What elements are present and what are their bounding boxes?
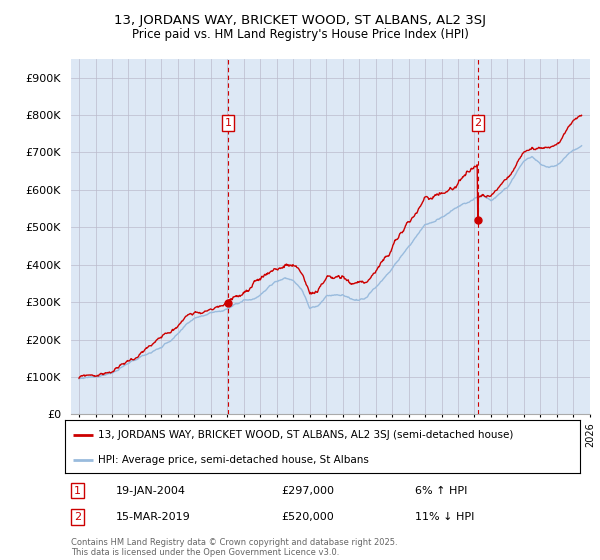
- Text: 11% ↓ HPI: 11% ↓ HPI: [415, 512, 474, 522]
- Text: 2: 2: [74, 512, 81, 522]
- Text: 13, JORDANS WAY, BRICKET WOOD, ST ALBANS, AL2 3SJ (semi-detached house): 13, JORDANS WAY, BRICKET WOOD, ST ALBANS…: [98, 430, 514, 440]
- Text: 2: 2: [475, 118, 481, 128]
- Text: 1: 1: [74, 486, 81, 496]
- Text: Price paid vs. HM Land Registry's House Price Index (HPI): Price paid vs. HM Land Registry's House …: [131, 28, 469, 41]
- Text: 1: 1: [224, 118, 232, 128]
- Text: £297,000: £297,000: [281, 486, 334, 496]
- Text: 15-MAR-2019: 15-MAR-2019: [116, 512, 191, 522]
- Text: Contains HM Land Registry data © Crown copyright and database right 2025.
This d: Contains HM Land Registry data © Crown c…: [71, 538, 397, 557]
- Text: HPI: Average price, semi-detached house, St Albans: HPI: Average price, semi-detached house,…: [98, 455, 369, 465]
- Text: 19-JAN-2004: 19-JAN-2004: [116, 486, 186, 496]
- Text: 13, JORDANS WAY, BRICKET WOOD, ST ALBANS, AL2 3SJ: 13, JORDANS WAY, BRICKET WOOD, ST ALBANS…: [114, 14, 486, 27]
- Text: 6% ↑ HPI: 6% ↑ HPI: [415, 486, 467, 496]
- Text: £520,000: £520,000: [281, 512, 334, 522]
